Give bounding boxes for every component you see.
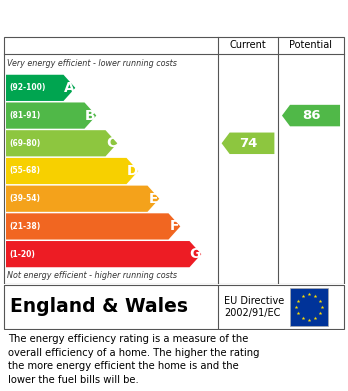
Polygon shape	[6, 75, 75, 101]
Polygon shape	[282, 105, 340, 126]
Text: A: A	[64, 81, 75, 95]
Text: (69-80): (69-80)	[9, 139, 40, 148]
Text: (81-91): (81-91)	[9, 111, 40, 120]
Text: England & Wales: England & Wales	[10, 298, 188, 316]
Text: B: B	[85, 109, 96, 122]
Text: Current: Current	[230, 40, 266, 50]
Bar	[290, 288, 328, 326]
Text: G: G	[190, 247, 201, 261]
Text: (1-20): (1-20)	[9, 249, 35, 258]
Polygon shape	[6, 186, 159, 212]
Text: Very energy efficient - lower running costs: Very energy efficient - lower running co…	[7, 59, 177, 68]
Polygon shape	[222, 133, 275, 154]
Text: (92-100): (92-100)	[9, 83, 45, 92]
Text: F: F	[170, 219, 179, 233]
Text: (39-54): (39-54)	[9, 194, 40, 203]
Text: (55-68): (55-68)	[9, 167, 40, 176]
Polygon shape	[6, 102, 96, 129]
Text: Not energy efficient - higher running costs: Not energy efficient - higher running co…	[7, 271, 177, 280]
Text: 74: 74	[240, 137, 258, 150]
Text: The energy efficiency rating is a measure of the
overall efficiency of a home. T: The energy efficiency rating is a measur…	[8, 334, 260, 385]
Polygon shape	[6, 241, 201, 267]
Text: 86: 86	[302, 109, 321, 122]
Text: C: C	[106, 136, 117, 150]
Text: E: E	[149, 192, 158, 206]
Text: EU Directive
2002/91/EC: EU Directive 2002/91/EC	[224, 296, 284, 318]
Text: (21-38): (21-38)	[9, 222, 40, 231]
Polygon shape	[6, 213, 180, 240]
Text: D: D	[127, 164, 138, 178]
Polygon shape	[6, 158, 138, 184]
Polygon shape	[6, 130, 117, 156]
Text: Energy Efficiency Rating: Energy Efficiency Rating	[10, 11, 232, 25]
Text: Potential: Potential	[290, 40, 332, 50]
